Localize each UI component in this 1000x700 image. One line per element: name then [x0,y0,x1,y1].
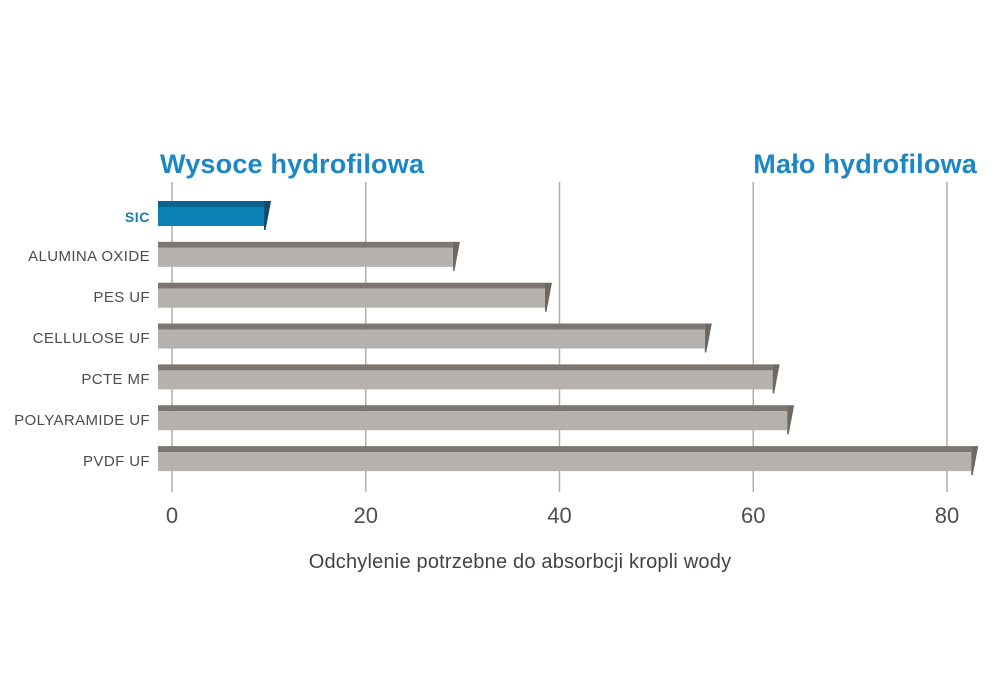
category-label-cellulose-uf: CELLULOSE UF [32,330,150,348]
bar-polyaramide-uf [158,405,795,435]
x-tick-label-40: 40 [547,503,572,528]
bar-end-cap [704,323,712,353]
bar-end-cap [452,241,460,271]
category-label-polyaramide-uf: POLYARAMIDE UF [14,411,150,429]
bar-top-face [158,241,453,248]
bar-front-face [158,207,265,226]
category-label-pcte-mf: PCTE MF [81,370,150,388]
bar-end-cap [971,446,979,476]
bar-front-face [158,288,545,308]
bar-top-face [158,446,972,453]
category-label-sic: SIC [124,208,150,225]
category-label-pes-uf: PES UF [93,289,150,307]
bar-plot [158,182,979,492]
bar-end-cap [544,282,552,312]
bar-front-face [158,452,972,472]
bar-front-face [158,247,453,267]
bar-pcte-mf [158,364,780,394]
x-tick-label-0: 0 [165,503,179,528]
x-tick-label-20: 20 [353,503,378,528]
bar-alumina-oxide [158,241,460,271]
bar-sic [158,201,272,230]
bar-front-face [158,370,773,390]
bar-top-face [158,282,545,289]
bar-end-cap [264,201,272,230]
bar-top-face [158,201,265,207]
bar-top-face [158,323,705,330]
bar-top-face [158,405,788,412]
chart-title-right: Mało hydrofilowa [753,149,977,179]
x-tick-label-60: 60 [741,503,766,528]
bar-front-face [158,329,705,349]
bar-cellulose-uf [158,323,712,353]
x-tick-label-80: 80 [934,503,960,528]
category-label-pvdf-uf: PVDF UF [83,452,150,470]
bar-top-face [158,364,773,371]
bar-pvdf-uf [158,446,979,476]
chart-title-left: Wysoce hydrofilowa [160,149,425,179]
bar-end-cap [772,364,780,394]
category-label-alumina-oxide: ALUMINA OXIDE [28,248,150,266]
bar-end-cap [787,405,795,435]
bar-pes-uf [158,282,552,312]
bar-front-face [158,411,788,431]
x-axis-title: Odchylenie potrzebne do absorbcji kropli… [308,551,732,573]
